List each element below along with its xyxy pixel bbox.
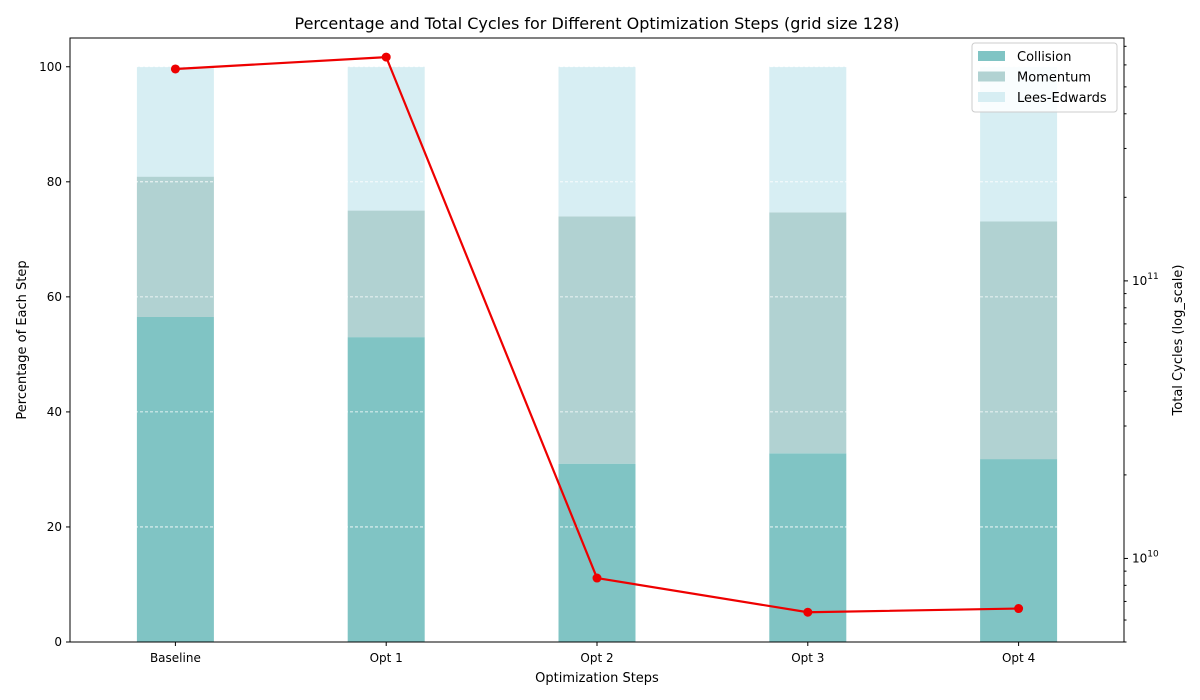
bar-momentum-2 [558, 216, 636, 464]
bar-momentum-1 [347, 210, 425, 338]
x-tick-label-3: Opt 3 [791, 651, 824, 665]
bar-collision-1 [347, 337, 425, 642]
line-point-4 [1014, 604, 1024, 614]
bar-lees-edwards-3 [769, 66, 847, 213]
y-axis-title: Percentage of Each Step [15, 260, 30, 419]
bar-lees-edwards-2 [558, 66, 636, 217]
y-tick-label-4: 80 [47, 175, 62, 189]
legend-swatch-0 [978, 51, 1005, 61]
bar-momentum-4 [980, 221, 1058, 460]
line-point-2 [592, 573, 602, 583]
bar-momentum-3 [769, 212, 847, 454]
x-tick-label-4: Opt 4 [1002, 651, 1035, 665]
legend-label-1: Momentum [1017, 71, 1091, 86]
legend-label-0: Collision [1017, 50, 1071, 65]
bar-collision-4 [980, 459, 1058, 642]
bar-momentum-0 [136, 176, 214, 317]
bar-collision-2 [558, 463, 636, 642]
line-point-1 [381, 52, 391, 62]
y-tick-label-1: 20 [47, 520, 62, 534]
legend-box [971, 42, 1118, 113]
bar-lees-edwards-0 [136, 66, 214, 177]
y2-axis-title: Total Cycles (log_scale) [1171, 265, 1186, 417]
line-point-0 [170, 64, 180, 74]
plot-area: 0 20 40 60 80 100 Baseline Opt 1 Opt 2 Opt 3 Opt 4… [39, 37, 1159, 665]
y-tick-label-3: 60 [47, 290, 62, 304]
y-tick-label-2: 40 [47, 405, 62, 419]
legend-swatch-1 [978, 71, 1005, 82]
chart-title: Percentage and Total Cycles for Differen… [294, 14, 899, 33]
y-tick-label-0: 0 [54, 635, 62, 649]
x-tick-label-2: Opt 2 [580, 651, 613, 665]
legend-label-2: Lees-Edwards [1017, 91, 1107, 106]
bar-lees-edwards-1 [347, 66, 425, 211]
y2-tick-label-0: 1010 [1132, 549, 1159, 565]
legend: Collision Momentum Lees-Edwards [971, 42, 1118, 113]
x-tick-label-1: Opt 1 [370, 651, 403, 665]
legend-swatch-2 [978, 92, 1005, 102]
line-point-3 [803, 607, 813, 617]
y2-tick-label-1: 1011 [1132, 272, 1159, 288]
y2-tick-exponent-0: 10 [1147, 549, 1159, 559]
y-tick-label-5: 100 [39, 60, 62, 74]
bar-collision-0 [136, 316, 214, 642]
x-axis-title: Optimization Steps [535, 671, 659, 686]
x-tick-label-0: Baseline [150, 651, 201, 665]
y2-tick-exponent-1: 11 [1147, 272, 1158, 282]
